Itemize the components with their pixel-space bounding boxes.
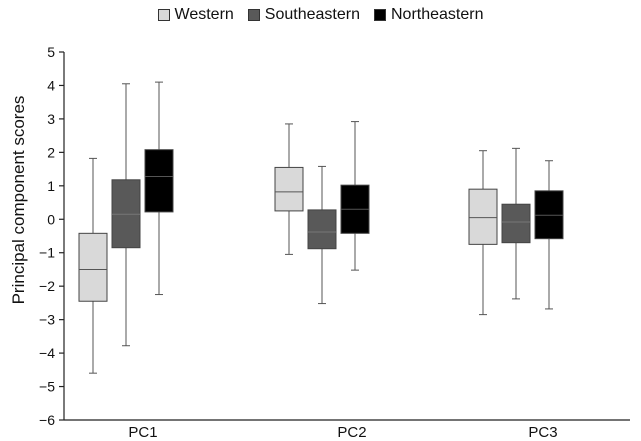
legend-entry: Southeastern xyxy=(247,6,360,24)
box xyxy=(78,232,108,302)
y-tick-label: 4 xyxy=(47,77,55,93)
box-plot xyxy=(468,150,498,316)
y-axis-title: Principal component scores xyxy=(9,96,28,305)
y-tick-label: 0 xyxy=(47,211,55,227)
legend-swatch xyxy=(157,9,170,21)
y-tick-label: 5 xyxy=(47,44,55,60)
y-tick-label: −4 xyxy=(39,345,55,361)
y-tick-label: −2 xyxy=(39,278,55,294)
box xyxy=(144,149,174,213)
x-tick-label: PC2 xyxy=(337,424,366,441)
legend-swatch xyxy=(247,9,260,21)
box xyxy=(274,166,304,212)
legend-label: Western xyxy=(174,6,234,23)
legend-swatch xyxy=(373,9,386,21)
box xyxy=(307,209,337,250)
y-tick-label: 1 xyxy=(47,178,55,194)
y-tick-label: 2 xyxy=(47,144,55,160)
legend-label: Southeastern xyxy=(264,6,360,23)
box-plot xyxy=(144,81,174,296)
box xyxy=(501,203,531,244)
y-tick-label: −6 xyxy=(39,412,55,428)
box-plot xyxy=(501,147,531,300)
box-plot xyxy=(307,165,337,305)
box-plot xyxy=(111,83,141,347)
legend: Western Southeastern Northeastern xyxy=(0,6,641,24)
y-tick-label: −3 xyxy=(39,312,55,328)
box xyxy=(111,179,141,249)
box xyxy=(534,190,564,240)
box-plot xyxy=(274,123,304,255)
box xyxy=(468,188,498,245)
y-tick-label: −5 xyxy=(39,379,55,395)
box-plot xyxy=(534,160,564,310)
x-tick-label: PC1 xyxy=(128,424,157,441)
legend-entry: Northeastern xyxy=(373,6,484,24)
legend-entry: Western xyxy=(157,6,234,24)
y-tick-label: 3 xyxy=(47,111,55,127)
box-plot xyxy=(78,157,108,374)
box-plot xyxy=(340,121,370,271)
x-tick-label: PC3 xyxy=(528,424,557,441)
y-tick-label: −1 xyxy=(39,245,55,261)
legend-label: Northeastern xyxy=(390,6,484,23)
